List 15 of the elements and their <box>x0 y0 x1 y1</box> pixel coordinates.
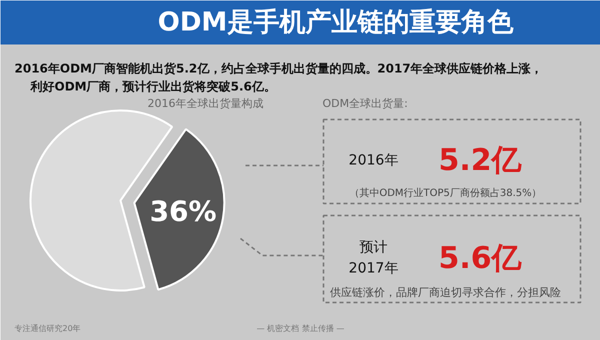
text: 5.6亿 <box>438 241 523 276</box>
data-label: 36% <box>150 194 217 228</box>
text: ODM是手机产业链的重要角色 <box>158 8 514 38</box>
text: — 机密文档 禁止传播 — <box>256 324 344 333</box>
text: 2017年 <box>348 260 398 276</box>
text: 2016年 <box>348 152 398 168</box>
text: 5.2亿 <box>438 143 523 178</box>
chart-subtitle: 2016年全球出货量构成 <box>148 97 264 110</box>
text: 专注通信研究20年 <box>14 324 81 333</box>
text: ODM全球出货量: <box>322 97 408 110</box>
text: 利好ODM厂商，预计行业出货将突破5.6亿。 <box>30 80 276 94</box>
text: （其中ODM行业TOP5厂商份额占38.5%） <box>349 187 542 199</box>
text: 2016年ODM厂商智能机出货5.2亿，约占全球手机出货量的四成。2017年全球供应链价格上涨， <box>14 62 543 76</box>
text: 供应链涨价，品牌厂商迫切寻求合作，分担风险 <box>330 286 561 299</box>
text: 预计 <box>360 240 388 256</box>
